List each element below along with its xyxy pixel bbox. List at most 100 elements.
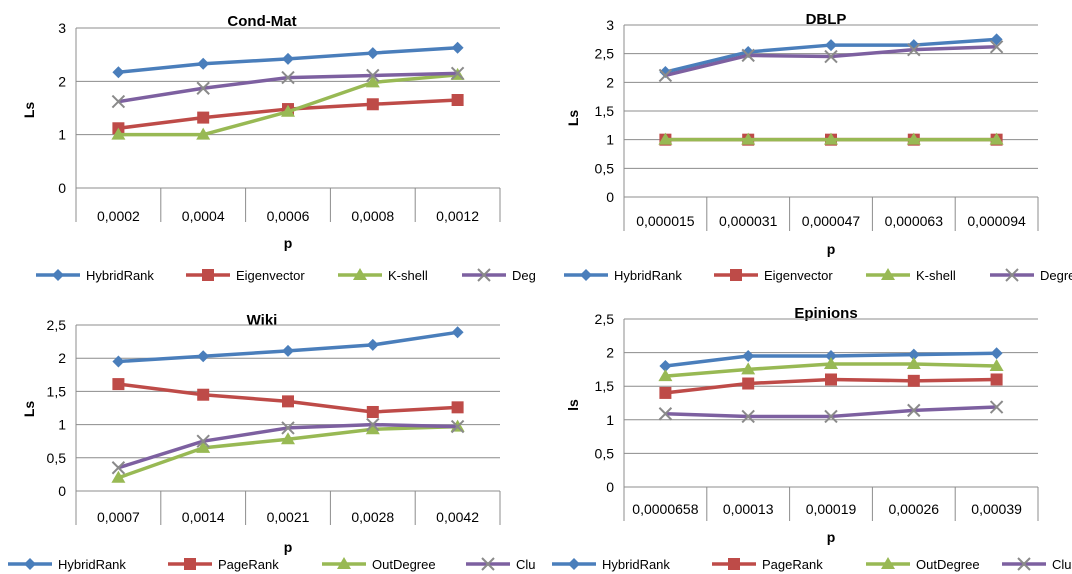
- data-point: [366, 417, 380, 432]
- chart-title: Cond-Mat: [227, 13, 296, 30]
- legend-item-hybridrank: HybridRank: [36, 268, 154, 283]
- y-tick-label: 1: [606, 132, 614, 148]
- data-point: [282, 395, 294, 408]
- data-point: [659, 386, 672, 399]
- data-point: [907, 403, 921, 418]
- legend-item-outdegree: OutDegree: [322, 557, 436, 572]
- x-tick-label: 0,000063: [885, 213, 944, 229]
- data-point: [824, 409, 838, 424]
- legend-marker: [481, 557, 495, 571]
- data-point: [197, 388, 210, 401]
- legend-marker: [881, 268, 895, 280]
- x-tick-label: 0,0002: [97, 208, 140, 224]
- x-tick-label: 0,0014: [182, 509, 225, 525]
- data-point: [990, 33, 1003, 46]
- series-k-shell: [658, 132, 1004, 145]
- data-point: [281, 421, 295, 435]
- data-point: [907, 374, 920, 387]
- series-hybridrank: [659, 347, 1003, 373]
- legend-marker: [184, 558, 196, 570]
- data-point: [197, 350, 210, 363]
- data-point: [197, 111, 210, 124]
- legend-marker: [1005, 268, 1019, 282]
- y-tick-label: 2,5: [595, 311, 615, 327]
- legend-marker: [202, 269, 214, 281]
- data-point: [366, 338, 379, 351]
- legend-item-pagerank: PageRank: [712, 557, 823, 572]
- legend-marker: [337, 557, 351, 569]
- legend-label: Degree: [1040, 268, 1072, 283]
- y-tick-label: 1: [58, 127, 66, 143]
- legend-label: Eigenvector: [764, 268, 833, 283]
- series-hybridrank: [659, 33, 1003, 79]
- data-point: [825, 373, 837, 386]
- chart-epinions: Epinions 0 0,5 1 1,5 2 2,5 0,0000658 0,00013 0,00…: [552, 305, 1072, 572]
- legend-marker: [728, 558, 740, 570]
- legend-marker: [568, 558, 580, 570]
- y-tick-label: 3: [606, 17, 614, 33]
- y-tick-label: 2: [606, 345, 614, 361]
- data-point: [741, 409, 755, 424]
- data-point: [907, 42, 921, 57]
- data-point: [824, 132, 838, 145]
- series-hybridrank: [112, 326, 464, 368]
- data-point: [906, 357, 921, 370]
- data-point: [451, 326, 464, 339]
- legend-item-eigenvector: Eigenvector: [186, 268, 305, 283]
- y-axis-label: ls: [565, 399, 581, 411]
- legend-label: ClusterRank: [516, 557, 536, 572]
- data-point: [111, 127, 126, 140]
- y-axis-label: Ls: [21, 401, 37, 418]
- legend-marker: [24, 558, 36, 570]
- data-point: [825, 39, 837, 52]
- data-point: [658, 369, 673, 382]
- data-point: [989, 400, 1004, 414]
- data-point: [196, 81, 210, 95]
- data-point: [366, 405, 379, 418]
- legend-label: HybridRank: [614, 268, 682, 283]
- y-tick-label: 1,5: [595, 378, 615, 394]
- x-axis-label: p: [284, 539, 293, 555]
- data-point: [111, 461, 126, 475]
- data-point: [111, 94, 126, 109]
- data-point: [365, 422, 380, 435]
- legend-item-hybridrank: HybridRank: [564, 268, 682, 283]
- data-point: [825, 349, 837, 362]
- chart-dblp: DBLP 0 0,5 1 1,5 2 2,5 3 0,000015 0,000031 0,00004…: [564, 11, 1072, 283]
- legend-marker: [52, 269, 64, 281]
- series-degree: [658, 40, 1004, 83]
- x-tick-label: 0,000031: [719, 213, 778, 229]
- data-point: [450, 419, 465, 434]
- x-tick-label: 0,0004: [182, 208, 225, 224]
- y-tick-label: 0: [58, 180, 66, 196]
- data-point: [989, 132, 1004, 145]
- x-tick-label: 0,000047: [802, 213, 861, 229]
- y-tick-label: 1,5: [47, 383, 67, 399]
- data-point: [196, 440, 211, 453]
- data-point: [111, 470, 126, 483]
- y-axis-label: Ls: [21, 102, 37, 119]
- legend-marker: [477, 268, 491, 282]
- series-clusterrank: [111, 417, 465, 475]
- data-point: [989, 359, 1004, 372]
- y-tick-label: 2,5: [595, 46, 615, 62]
- chart-title: DBLP: [806, 11, 847, 28]
- data-point: [281, 432, 295, 445]
- legend-item-clusterrank: ClusterRank: [1002, 557, 1072, 572]
- legend-marker: [353, 268, 367, 280]
- legend-label: HybridRank: [602, 557, 670, 572]
- data-point: [450, 66, 465, 81]
- legend-label: PageRank: [762, 557, 823, 572]
- legend-marker: [1017, 557, 1031, 571]
- chart-cond-mat: Cond-Mat 0 1 2 3 0,0002 0,0004 0,0006 0,0008 0,00…: [21, 13, 536, 283]
- data-point: [824, 49, 838, 64]
- y-tick-label: 2: [58, 350, 66, 366]
- legend-label: OutDegree: [372, 557, 436, 572]
- x-tick-label: 0,00019: [806, 501, 857, 517]
- series-degree: [111, 66, 465, 109]
- series-clusterrank: [658, 400, 1004, 424]
- y-tick-label: 2: [606, 74, 614, 90]
- legend-item-hybridrank: HybridRank: [552, 557, 670, 572]
- x-axis-label: p: [284, 235, 293, 251]
